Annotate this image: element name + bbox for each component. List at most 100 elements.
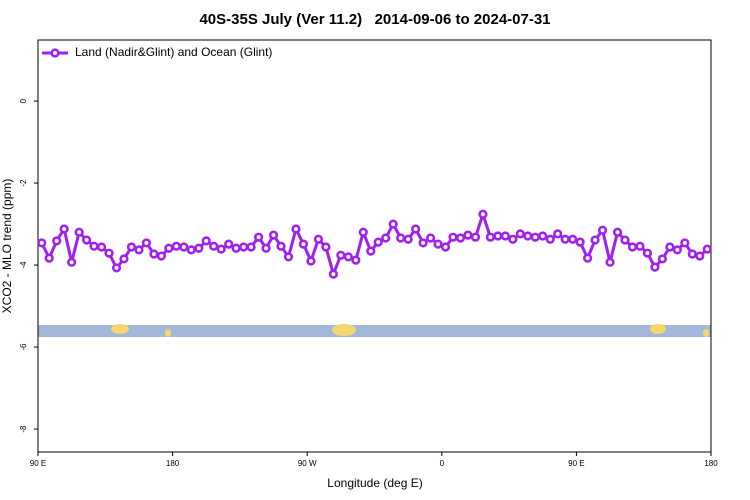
data-point [291,224,301,234]
data-point [455,233,466,243]
data-point [560,234,570,244]
data-point [119,254,129,264]
data-point [209,241,219,251]
data-point [253,232,264,242]
y-tick-label: -8 [19,425,28,433]
data-point [672,245,682,255]
data-point [201,236,211,246]
data-point [59,224,69,234]
data-point [186,245,196,255]
data-point [553,229,563,239]
y-axis-label: XCO2 - MLO trend (ppm) [0,179,14,314]
data-point [104,248,114,258]
legend-label: Land (Nadir&Glint) and Ocean (Glint) [75,45,272,59]
data-point [276,241,286,251]
data-point [358,227,368,237]
data-point [702,244,712,254]
data-point [156,251,166,261]
data-point [44,253,54,263]
data-point [508,234,518,244]
data-point [523,231,533,241]
data-point [321,242,331,252]
data-point [134,245,144,255]
data-point [590,235,600,245]
data-point [149,249,159,259]
data-point [627,242,638,252]
legend-marker [50,48,60,58]
data-point [246,242,256,252]
data-point [82,235,92,245]
data-point [141,238,152,248]
y-tick-label: -4 [19,261,28,269]
x-tick-label: 180 [166,459,180,468]
data-point [680,238,690,248]
data-point [261,243,271,253]
data-point [298,239,309,249]
data-point [231,243,241,253]
data-point [328,269,338,279]
x-tick-label: 0 [440,459,445,468]
data-point [126,242,137,252]
x-tick-label: 90 W [298,459,317,468]
data-point [74,227,84,237]
data-point [89,241,99,251]
data-point [96,242,107,252]
x-axis-label: Longitude (deg E) [327,476,422,490]
x-tick-label: 90 E [568,459,584,468]
y-tick-label: 0 [19,98,28,103]
data-point [351,255,361,265]
data-point [568,234,578,244]
data-point [306,256,316,266]
data-point [67,257,77,267]
data-point [620,235,630,245]
data-point [448,232,458,242]
data-point [515,229,525,239]
data-point [500,231,510,241]
data-point [283,252,294,262]
data-point [411,224,421,234]
data-point [179,242,189,252]
data-point [463,230,473,240]
data-point [470,232,481,242]
plot-frame [37,39,712,453]
data-point [657,254,667,264]
y-tick-label: -2 [19,179,28,187]
data-point [440,242,451,252]
data-point [268,230,279,240]
data-point [52,236,62,246]
data-point [343,252,353,262]
data-point [478,209,488,219]
data-point [373,237,383,247]
data-point [650,262,660,272]
data-point [642,248,653,258]
data-point [493,231,503,241]
data-point [171,241,181,251]
data-point [224,239,234,249]
data-point [485,232,496,242]
data-point [605,257,615,267]
data-point [530,232,540,242]
data-point [366,246,376,256]
data-point [239,242,249,252]
data-point [388,219,398,229]
data-point [381,233,391,243]
data-point [418,238,428,248]
data-point [194,243,204,253]
data-point [111,263,122,273]
data-point [687,249,697,259]
x-tick-label: 180 [704,459,718,468]
data-point [433,239,443,249]
data-point [538,231,548,241]
map-strip [38,324,711,337]
data-point [336,250,346,260]
y-tick-label: -6 [19,343,28,351]
data-point [313,234,324,244]
x-tick-label: 90 E [30,459,46,468]
data-point [597,225,608,235]
data-point [403,234,413,244]
data-point [575,237,585,247]
data-point [545,234,555,244]
data-point [665,242,675,252]
data-point [425,233,436,243]
